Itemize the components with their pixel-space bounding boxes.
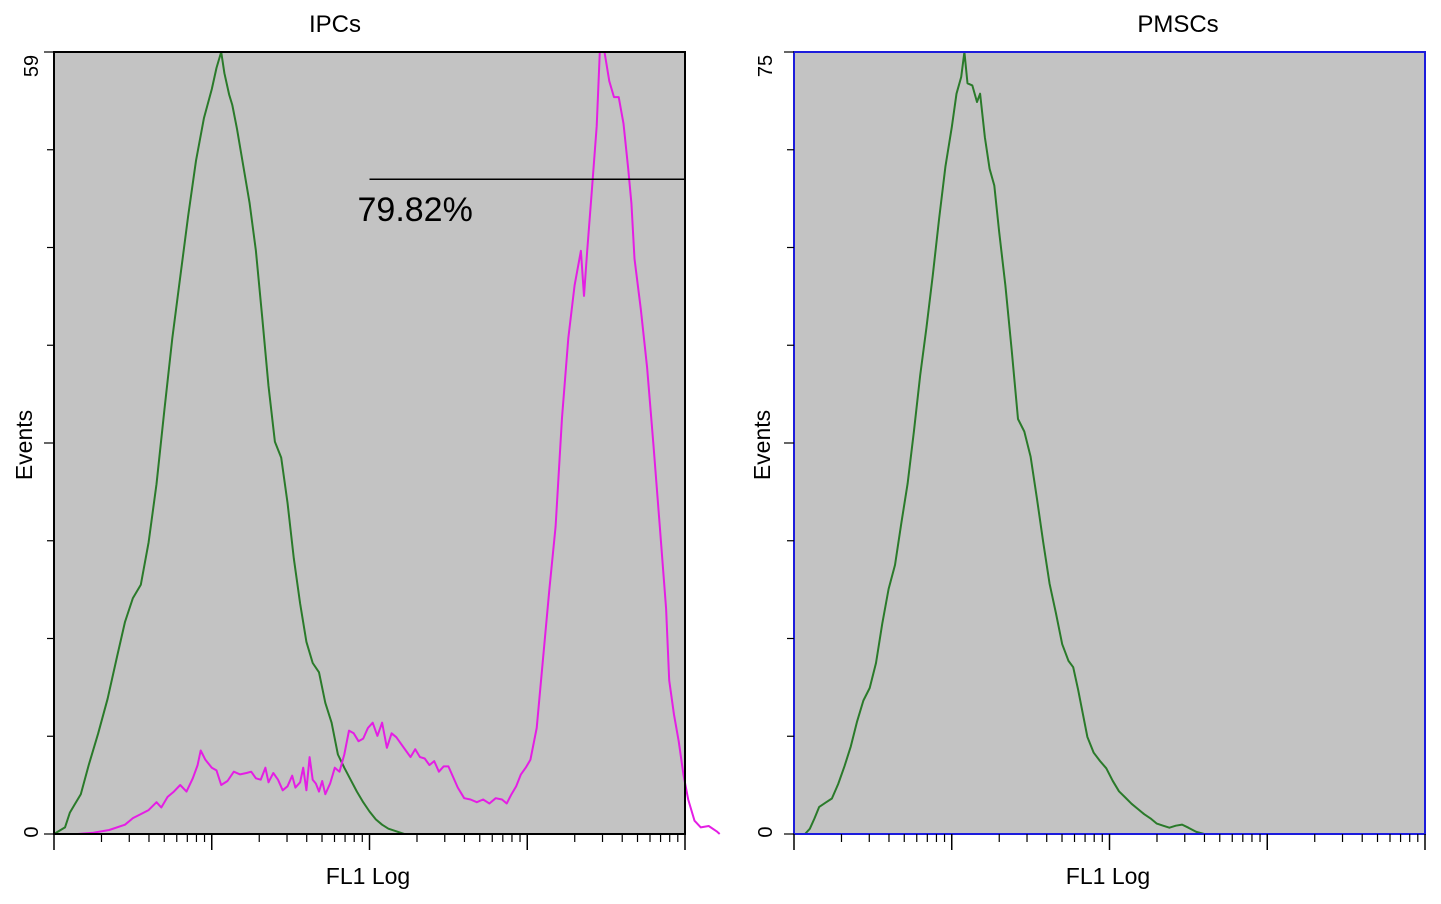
histogram-series-0	[53, 51, 685, 835]
y-tick-label-min: 0	[755, 826, 777, 837]
panel-ipcs: 79.82% 0 59 IPCs FL1 Log Events	[11, 11, 721, 889]
plot-background	[54, 52, 685, 834]
y-tick-label-max: 59	[21, 55, 43, 77]
chart-title: IPCs	[309, 11, 361, 38]
x-axis-label: FL1 Log	[1066, 863, 1150, 889]
plot-background	[794, 52, 1425, 834]
gate-percentage-label: 79.82%	[358, 191, 473, 229]
x-axis-ticks	[53, 834, 686, 850]
y-axis-label: Events	[749, 410, 775, 480]
y-axis-label: Events	[11, 410, 37, 480]
y-axis-ticks	[784, 51, 794, 835]
y-axis-ticks	[44, 51, 54, 835]
histogram-series-1	[54, 51, 721, 835]
x-axis-ticks	[793, 834, 1426, 850]
y-tick-label-max: 75	[755, 55, 777, 77]
chart-title: PMSCs	[1137, 11, 1218, 38]
y-tick-label-min: 0	[21, 826, 43, 837]
histogram-series-0	[794, 51, 1425, 835]
panel-pmscs: 0 75 PMSCs FL1 Log Events	[749, 11, 1426, 889]
x-axis-label: FL1 Log	[326, 863, 410, 889]
